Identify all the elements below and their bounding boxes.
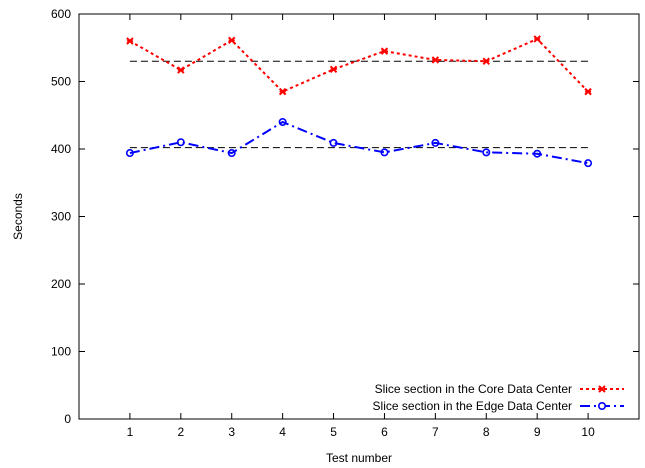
mean-reference-lines xyxy=(129,60,589,149)
y-tick-label: 0 xyxy=(64,412,71,426)
legend-label-edge: Slice section in the Edge Data Center xyxy=(373,399,572,413)
x-tick-label: 9 xyxy=(534,425,541,439)
x-tick-label: 6 xyxy=(381,425,388,439)
series-layer xyxy=(125,35,593,168)
data-point xyxy=(482,148,491,157)
data-point xyxy=(126,37,134,45)
y-tick-label: 100 xyxy=(51,345,71,359)
x-axis-label: Test number xyxy=(326,451,392,465)
x-tick-label: 1 xyxy=(127,425,134,439)
series-1 xyxy=(125,118,593,168)
data-point xyxy=(278,87,287,96)
x-tick-label: 4 xyxy=(279,425,286,439)
data-point xyxy=(329,65,338,74)
data-point xyxy=(584,159,593,168)
data-point xyxy=(125,149,134,158)
data-point xyxy=(176,138,185,147)
data-point xyxy=(380,148,389,157)
data-point xyxy=(227,149,236,158)
data-point xyxy=(482,57,490,65)
data-point xyxy=(533,149,542,158)
legend-label-core: Slice section in the Core Data Center xyxy=(375,382,572,396)
y-tick-label: 600 xyxy=(51,7,71,21)
series-line xyxy=(129,37,589,93)
data-point xyxy=(380,47,389,55)
x-tick-label: 8 xyxy=(483,425,490,439)
data-point xyxy=(228,36,236,45)
y-tick-label: 500 xyxy=(51,75,71,89)
series-line xyxy=(129,120,589,165)
tick-layer: 0 100 200 300 400 500 600 1 2 3 4 5 6 7 8 9 10 xyxy=(51,7,639,439)
data-point xyxy=(278,118,287,127)
plot-border xyxy=(78,13,640,420)
x-tick-label: 7 xyxy=(432,425,439,439)
data-point xyxy=(177,66,185,74)
y-tick-label: 300 xyxy=(51,210,71,224)
data-point xyxy=(431,138,440,147)
data-point xyxy=(533,35,541,43)
x-tick-label: 3 xyxy=(228,425,235,439)
data-point xyxy=(329,138,338,147)
series-0 xyxy=(126,35,592,96)
x-tick-label: 10 xyxy=(581,425,595,439)
y-tick-label: 200 xyxy=(51,277,71,291)
x-tick-label: 5 xyxy=(330,425,337,439)
legend-marker xyxy=(598,385,606,393)
data-point xyxy=(584,87,592,96)
legend: Slice section in the Core Data Center Sl… xyxy=(373,382,624,413)
plot-frame xyxy=(78,13,640,420)
legend-marker xyxy=(597,401,606,410)
data-point xyxy=(431,56,440,64)
x-tick-label: 2 xyxy=(177,425,184,439)
y-axis-label: Seconds xyxy=(11,193,25,240)
y-tick-label: 400 xyxy=(51,142,71,156)
